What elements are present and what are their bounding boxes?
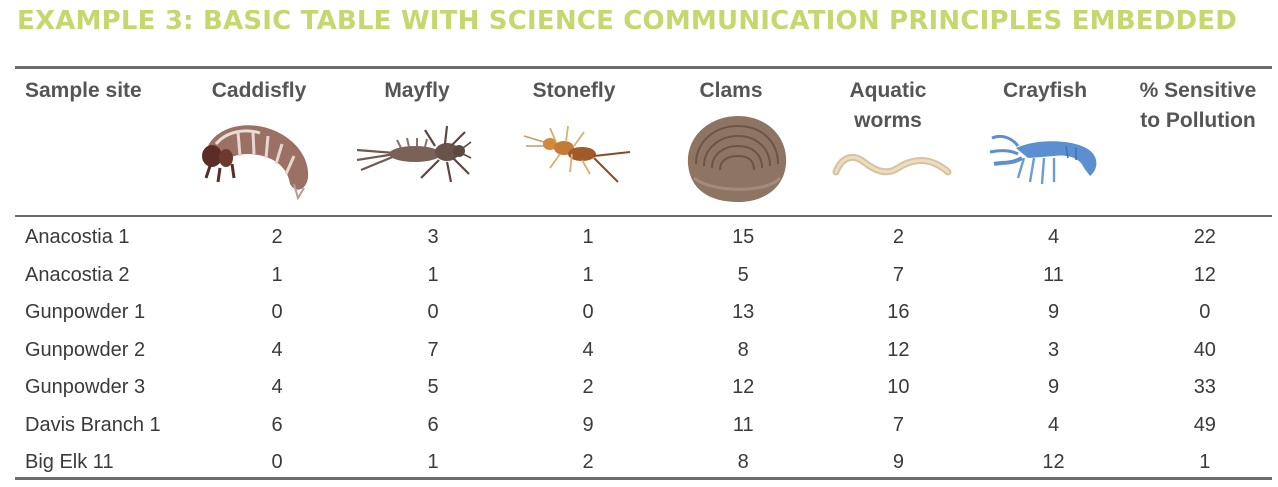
table-bottom-rule — [15, 477, 1272, 480]
cell-aquatic-worms: 9 — [892, 451, 904, 474]
site-name: Anacostia 2 — [25, 263, 130, 286]
cell-clams: 8 — [737, 338, 749, 361]
mayfly-nymph-icon — [356, 125, 472, 183]
cell-stonefly: 2 — [582, 376, 594, 399]
cell-caddisfly: 1 — [271, 263, 283, 286]
header-label-line2: worms — [854, 109, 922, 132]
cell-aquatic-worms: 7 — [892, 413, 904, 436]
cell-aquatic-worms: 7 — [892, 263, 904, 286]
cell-crayfish: 4 — [1047, 413, 1060, 436]
cell-clams: 8 — [737, 451, 749, 474]
cell-mayfly: 3 — [427, 226, 439, 249]
header-label: Mayfly — [384, 79, 450, 102]
table-row: Big Elk 11 0 1 2 8 9 12 1 — [15, 444, 1278, 482]
cell-mayfly: 1 — [427, 263, 439, 286]
cell-crayfish: 9 — [1047, 376, 1060, 399]
cell-caddisfly: 2 — [271, 226, 283, 249]
table-row: Davis Branch 1 6 6 9 11 7 4 49 — [15, 407, 1278, 445]
stonefly-nymph-icon — [523, 125, 631, 183]
site-name: Gunpowder 1 — [25, 301, 146, 324]
header-label: Crayfish — [1002, 79, 1088, 102]
site-name: Anacostia 1 — [25, 226, 130, 249]
cell-crayfish: 11 — [1043, 263, 1064, 286]
header-label: Caddisfly — [211, 79, 307, 102]
table-row: Gunpowder 3 4 5 2 12 10 9 33 — [15, 369, 1278, 407]
cell-caddisfly: 4 — [271, 338, 283, 361]
cell-caddisfly: 0 — [271, 301, 283, 324]
cell-mayfly: 6 — [427, 413, 439, 436]
cell-percent-sensitive: 49 — [1193, 413, 1216, 436]
cell-percent-sensitive: 33 — [1193, 376, 1216, 399]
cell-clams: 15 — [732, 226, 755, 249]
cell-clams: 5 — [737, 263, 749, 286]
table-row: Anacostia 1 2 3 1 15 2 4 22 — [15, 219, 1278, 257]
cell-percent-sensitive: 12 — [1193, 263, 1216, 286]
cell-clams: 13 — [732, 301, 755, 324]
header-mayfly: Mayfly — [338, 76, 496, 106]
table-row: Gunpowder 1 0 0 0 13 16 9 0 — [15, 294, 1278, 332]
cell-stonefly: 1 — [582, 226, 594, 249]
cell-caddisfly: 4 — [271, 376, 283, 399]
site-name: Gunpowder 3 — [25, 376, 146, 399]
header-clams: Clams — [652, 76, 810, 106]
cell-percent-sensitive: 1 — [1199, 451, 1211, 474]
site-name: Gunpowder 2 — [25, 338, 146, 361]
aquatic-worm-icon — [832, 153, 952, 176]
header-sample-site: Sample site — [25, 76, 195, 106]
cell-stonefly: 1 — [582, 263, 594, 286]
header-label: Stonefly — [532, 79, 616, 102]
header-crayfish: Crayfish — [966, 76, 1124, 106]
cell-clams: 12 — [732, 376, 755, 399]
cell-crayfish: 9 — [1047, 301, 1060, 324]
site-name: Big Elk 11 — [25, 451, 114, 474]
table-row: Gunpowder 2 4 7 4 8 12 3 40 — [15, 332, 1278, 370]
cell-mayfly: 1 — [427, 451, 439, 474]
cell-aquatic-worms: 12 — [887, 338, 910, 361]
data-table: Anacostia 1 2 3 1 15 2 4 22 Anacostia 2 … — [15, 219, 1278, 482]
site-name: Davis Branch 1 — [25, 413, 161, 436]
cell-caddisfly: 0 — [271, 451, 283, 474]
cell-aquatic-worms: 10 — [887, 376, 910, 399]
cell-percent-sensitive: 0 — [1199, 301, 1211, 324]
header-label: % Sensitive — [1139, 79, 1257, 102]
header-label-line2: to Pollution — [1140, 109, 1256, 132]
cell-mayfly: 0 — [427, 301, 439, 324]
header-caddisfly: Caddisfly — [180, 76, 338, 106]
crayfish-icon — [989, 134, 1097, 185]
cell-caddisfly: 6 — [271, 413, 283, 436]
cell-stonefly: 2 — [582, 451, 594, 474]
cell-clams: 11 — [732, 413, 754, 436]
header-label: Clams — [699, 79, 763, 102]
header-label: Aquatic — [849, 79, 927, 102]
header-label: Sample site — [25, 79, 142, 102]
cell-aquatic-worms: 16 — [887, 301, 910, 324]
cell-crayfish: 4 — [1047, 226, 1060, 249]
cell-crayfish: 12 — [1042, 451, 1065, 474]
cell-mayfly: 7 — [427, 338, 439, 361]
header-aquatic-worms: Aquatic worms — [810, 76, 966, 136]
cell-aquatic-worms: 2 — [892, 226, 904, 249]
cell-mayfly: 5 — [427, 376, 439, 399]
cell-stonefly: 0 — [582, 301, 594, 324]
cell-percent-sensitive: 40 — [1193, 338, 1216, 361]
cell-crayfish: 3 — [1047, 338, 1060, 361]
caddisfly-larva-icon — [202, 125, 309, 200]
table-row: Anacostia 2 1 1 1 5 7 11 12 — [15, 257, 1278, 295]
cell-percent-sensitive: 22 — [1193, 226, 1216, 249]
cell-stonefly: 9 — [582, 413, 594, 436]
page-title: EXAMPLE 3: BASIC TABLE WITH SCIENCE COMM… — [17, 6, 1238, 36]
clam-shell-icon — [687, 116, 787, 202]
header-stonefly: Stonefly — [496, 76, 652, 106]
table-top-rule — [15, 66, 1272, 69]
cell-stonefly: 4 — [582, 338, 594, 361]
header-percent-sensitive: % Sensitive to Pollution — [1124, 76, 1272, 136]
header-divider-rule — [15, 215, 1272, 217]
